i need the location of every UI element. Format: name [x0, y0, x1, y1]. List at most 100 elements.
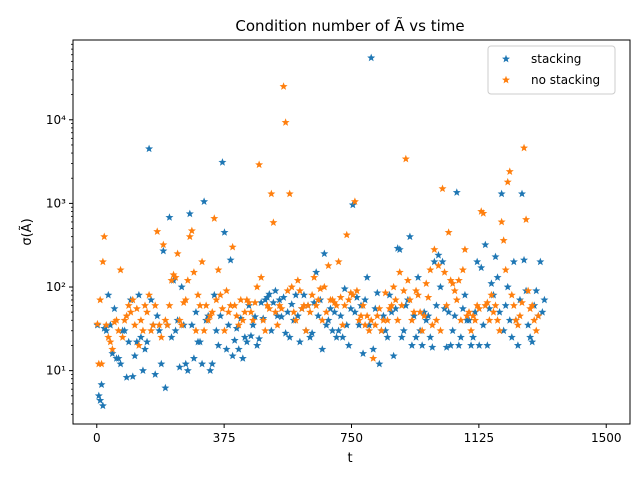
point-no-stacking: [167, 276, 176, 284]
point-no-stacking: [428, 320, 437, 329]
point-stacking: [244, 301, 253, 309]
x-tick-label: 750: [340, 431, 363, 445]
point-no-stacking: [350, 197, 359, 206]
point-stacking: [153, 311, 162, 320]
point-stacking: [385, 290, 394, 299]
point-no-stacking: [265, 304, 274, 313]
point-stacking: [183, 366, 192, 375]
point-stacking: [238, 354, 247, 362]
point-stacking: [520, 255, 529, 264]
point-no-stacking: [224, 307, 233, 316]
point-stacking: [326, 304, 335, 313]
point-stacking: [485, 304, 494, 313]
x-tick-label: 375: [213, 431, 236, 445]
point-no-stacking: [340, 301, 349, 309]
point-no-stacking: [383, 316, 392, 324]
point-stacking: [338, 333, 347, 341]
points-layer: [93, 53, 549, 410]
point-stacking: [322, 320, 331, 329]
point-no-stacking: [104, 333, 113, 341]
point-stacking: [291, 290, 300, 299]
point-stacking: [473, 257, 482, 266]
point-no-stacking: [136, 316, 145, 324]
point-stacking: [383, 333, 392, 341]
point-stacking: [216, 311, 225, 320]
point-stacking: [371, 304, 380, 313]
point-no-stacking: [196, 301, 205, 309]
point-no-stacking: [236, 295, 245, 304]
point-stacking: [397, 333, 406, 341]
point-no-stacking: [175, 316, 184, 324]
point-no-stacking: [434, 261, 443, 270]
point-no-stacking: [273, 320, 282, 329]
point-stacking: [167, 333, 176, 341]
point-stacking: [222, 345, 231, 353]
point-no-stacking: [128, 295, 137, 304]
point-stacking: [175, 362, 184, 371]
point-stacking: [422, 316, 431, 324]
point-stacking: [240, 333, 249, 341]
point-stacking: [373, 288, 382, 297]
point-no-stacking: [469, 311, 478, 320]
y-tick-label: 10⁴: [46, 113, 66, 127]
point-no-stacking: [291, 316, 300, 324]
point-no-stacking: [454, 276, 463, 284]
point-stacking: [281, 329, 290, 337]
point-no-stacking: [218, 304, 227, 313]
point-no-stacking: [102, 320, 111, 329]
point-no-stacking: [467, 326, 476, 335]
point-no-stacking: [513, 320, 522, 329]
point-no-stacking: [130, 320, 139, 329]
point-no-stacking: [471, 316, 480, 324]
point-no-stacking: [110, 317, 119, 326]
point-stacking: [420, 307, 429, 316]
point-no-stacking: [214, 265, 223, 274]
point-stacking: [379, 311, 388, 320]
point-stacking: [277, 312, 286, 321]
point-no-stacking: [257, 273, 266, 281]
point-stacking: [428, 343, 437, 351]
point-no-stacking: [161, 316, 170, 324]
point-no-stacking: [318, 316, 327, 324]
point-no-stacking: [226, 301, 235, 309]
point-no-stacking: [267, 189, 276, 198]
point-no-stacking: [418, 326, 427, 335]
point-no-stacking: [377, 326, 386, 335]
point-stacking: [359, 349, 368, 357]
point-no-stacking: [108, 345, 117, 353]
point-stacking: [524, 320, 533, 329]
point-no-stacking: [369, 354, 378, 362]
point-stacking: [249, 320, 257, 329]
point-stacking: [312, 268, 321, 276]
point-no-stacking: [208, 307, 217, 316]
point-no-stacking: [112, 316, 121, 324]
point-stacking: [257, 298, 266, 307]
point-stacking: [354, 320, 363, 329]
point-no-stacking: [426, 265, 435, 274]
point-stacking: [454, 341, 463, 349]
point-stacking: [471, 307, 480, 316]
y-axis-label: σ(Ã): [19, 218, 35, 245]
point-no-stacking: [515, 311, 524, 320]
point-no-stacking: [153, 227, 162, 235]
point-stacking: [536, 257, 545, 266]
legend-marker-no-stacking: [502, 75, 510, 84]
point-stacking: [505, 316, 514, 324]
point-stacking: [495, 307, 504, 316]
point-stacking: [346, 304, 355, 313]
point-no-stacking: [522, 215, 531, 224]
point-stacking: [434, 251, 443, 259]
point-stacking: [367, 53, 376, 62]
point-stacking: [515, 295, 524, 304]
point-no-stacking: [191, 326, 200, 335]
point-stacking: [234, 345, 243, 353]
point-no-stacking: [407, 316, 416, 324]
point-no-stacking: [222, 286, 231, 295]
point-no-stacking: [438, 184, 447, 193]
point-no-stacking: [460, 245, 469, 254]
legend: stacking no stacking: [487, 45, 616, 95]
point-no-stacking: [387, 301, 396, 309]
point-stacking: [310, 298, 319, 307]
point-stacking: [228, 351, 237, 360]
point-stacking: [283, 307, 292, 316]
